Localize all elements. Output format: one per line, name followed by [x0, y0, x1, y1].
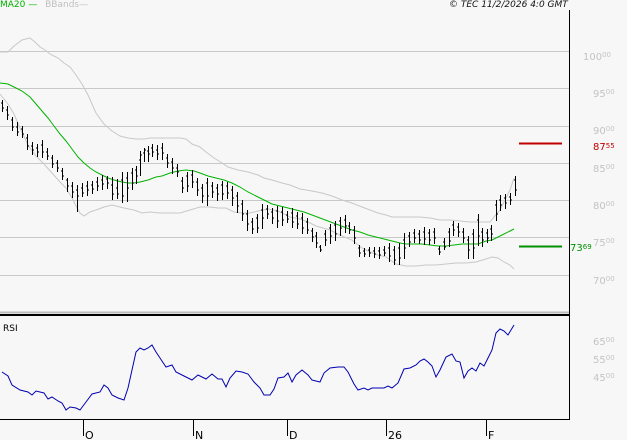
- svg-text:8500: 8500: [593, 163, 615, 175]
- bbands-lower-line: [0, 93, 515, 270]
- svg-text:9000: 9000: [593, 125, 615, 137]
- rsi-axis-labels: 6500 5500 4500: [593, 336, 615, 384]
- svg-text:6500: 6500: [593, 336, 615, 348]
- svg-text:4500: 4500: [593, 372, 615, 384]
- svg-text:5500: 5500: [593, 354, 615, 366]
- svg-text:7500: 7500: [593, 237, 615, 249]
- rsi-panel-label: RSI: [3, 324, 18, 334]
- x-label-dec: D: [289, 429, 297, 440]
- resistance-level-label: 8755: [593, 142, 615, 153]
- price-bars: [1, 100, 517, 265]
- price-axis-labels: 10000 9500 9000 8500 8000 7500 7000: [583, 51, 615, 287]
- rsi-line: [1, 324, 515, 411]
- x-label-feb: F: [488, 429, 494, 440]
- x-label-2026: 26: [388, 429, 402, 440]
- chart-legend: MA20 — BBands—: [0, 0, 88, 10]
- legend-bbands-swatch: —: [79, 0, 89, 10]
- copyright-timestamp: © TEC 11/2/2026 4:0 GMT: [449, 0, 568, 10]
- support-level-label: 7369: [570, 243, 592, 254]
- svg-text:10000: 10000: [583, 51, 611, 63]
- ma20-line: [0, 82, 515, 247]
- bbands-upper-line: [0, 37, 515, 223]
- svg-text:9500: 9500: [593, 88, 615, 100]
- legend-ma20: MA20: [0, 0, 26, 10]
- x-axis-labels: O N D 26 F: [85, 429, 494, 440]
- svg-text:8000: 8000: [593, 200, 615, 212]
- legend-bbands: BBands: [45, 0, 80, 10]
- x-axis-ticks: [83, 420, 487, 436]
- x-label-nov: N: [195, 429, 203, 440]
- price-gridlines: [0, 51, 569, 314]
- legend-ma20-swatch: —: [25, 0, 38, 10]
- svg-text:7000: 7000: [593, 275, 615, 287]
- x-label-oct: O: [85, 429, 94, 440]
